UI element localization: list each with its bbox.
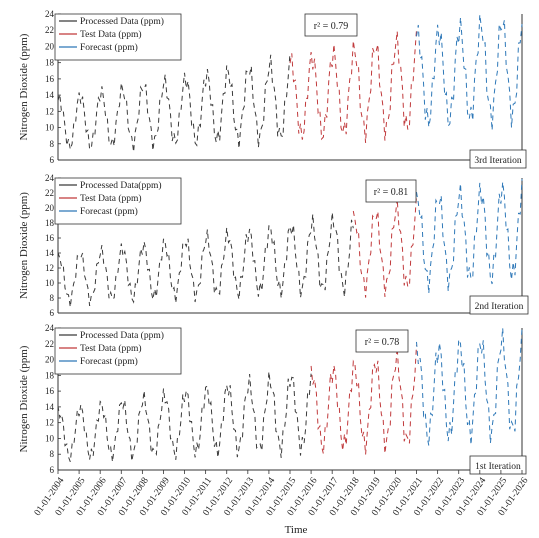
legend-box bbox=[54, 177, 182, 225]
y-tick-label: 10 bbox=[45, 123, 55, 133]
y-tick-label: 8 bbox=[50, 139, 55, 149]
r2-box bbox=[365, 179, 417, 203]
y-tick-label: 24 bbox=[45, 9, 55, 19]
legend-label: Processed Data (ppm) bbox=[80, 330, 164, 341]
series-line-2 bbox=[352, 195, 417, 298]
chart-panel-1: 6 8 10 12 14 16 18 20 22 24 Nitrogen Dioxide (ppm)… bbox=[18, 9, 527, 169]
legend-box bbox=[54, 13, 182, 61]
legend-label: Test Data (ppm) bbox=[80, 193, 142, 204]
chart-panel-3: 6 8 10 12 14 16 18 20 22 24 Nitrogen Dioxide (ppm)… bbox=[18, 323, 527, 475]
y-tick-label: 20 bbox=[45, 355, 55, 365]
series-line-3 bbox=[416, 327, 523, 446]
series-line-3 bbox=[416, 178, 523, 294]
y-tick-label: 18 bbox=[45, 218, 55, 228]
y-tick-label: 24 bbox=[45, 323, 55, 333]
y-tick-label: 10 bbox=[45, 433, 55, 443]
r2-box bbox=[304, 13, 358, 37]
iteration-box bbox=[469, 295, 529, 315]
legend-label: Test Data (ppm) bbox=[80, 29, 142, 40]
y-tick-label: 22 bbox=[45, 188, 54, 198]
legend-label: Processed Data(ppm) bbox=[80, 180, 162, 191]
y-tick-label: 10 bbox=[45, 278, 55, 288]
iteration-label: 3rd Iteration bbox=[474, 156, 521, 166]
iteration-label: 2nd Iteration bbox=[475, 302, 524, 312]
iteration-box bbox=[469, 455, 527, 475]
r2-label: r² = 0.79 bbox=[314, 21, 348, 32]
y-tick-label: 24 bbox=[45, 173, 55, 183]
r2-box bbox=[355, 329, 409, 353]
iteration-label: 1st Iteration bbox=[475, 462, 521, 472]
y-tick-label: 12 bbox=[45, 263, 54, 273]
y-tick-label: 8 bbox=[50, 293, 55, 303]
r2-label: r² = 0.81 bbox=[374, 187, 408, 198]
y-tick-label: 12 bbox=[45, 418, 54, 428]
y-tick-label: 16 bbox=[45, 386, 55, 396]
y-tick-label: 12 bbox=[45, 106, 54, 116]
y-tick-label: 8 bbox=[50, 449, 55, 459]
legend-label: Test Data (ppm) bbox=[80, 343, 142, 354]
series-line-2 bbox=[289, 29, 417, 143]
y-tick-label: 22 bbox=[45, 25, 54, 35]
legend-label: Processed Data (ppm) bbox=[80, 16, 164, 27]
x-tick-labels: 01-01-200401-01-200501-01-200601-01-2007… bbox=[33, 470, 531, 518]
y-axis-title: Nitrogen Dioxide (ppm) bbox=[18, 345, 30, 452]
series-line-1 bbox=[57, 212, 354, 308]
legend-label: Forecast (ppm) bbox=[80, 42, 138, 53]
series-line-1 bbox=[57, 52, 291, 153]
r2-label: r² = 0.78 bbox=[365, 337, 399, 348]
chart-panel-2: 6 8 10 12 14 16 18 20 22 24 Nitrogen Dioxide (ppm)… bbox=[18, 173, 529, 318]
y-tick-label: 18 bbox=[45, 370, 55, 380]
y-tick-label: 14 bbox=[45, 248, 55, 258]
y-tick-label: 20 bbox=[45, 41, 55, 51]
y-axis-title: Nitrogen Dioxide (ppm) bbox=[18, 33, 30, 140]
legend-label: Forecast (ppm) bbox=[80, 206, 138, 217]
y-tick-label: 6 bbox=[50, 155, 55, 165]
legend-box bbox=[54, 327, 182, 375]
y-axis-title: Nitrogen Dioxide (ppm) bbox=[18, 192, 30, 299]
y-tick-label: 14 bbox=[45, 90, 55, 100]
iteration-box bbox=[469, 149, 527, 169]
y-tick-label: 16 bbox=[45, 74, 55, 84]
legend-label: Forecast (ppm) bbox=[80, 356, 138, 367]
y-tick-label: 6 bbox=[50, 465, 55, 475]
y-tick-label: 20 bbox=[45, 203, 55, 213]
series-line-1 bbox=[57, 371, 312, 462]
y-tick-label: 16 bbox=[45, 233, 55, 243]
y-tick-label: 6 bbox=[50, 308, 55, 318]
y-tick-label: 22 bbox=[45, 339, 54, 349]
y-tick-label: 14 bbox=[45, 402, 55, 412]
series-line-3 bbox=[416, 14, 523, 131]
x-axis-title: Time bbox=[285, 524, 308, 536]
y-tick-label: 18 bbox=[45, 58, 55, 68]
series-line-2 bbox=[310, 344, 417, 455]
